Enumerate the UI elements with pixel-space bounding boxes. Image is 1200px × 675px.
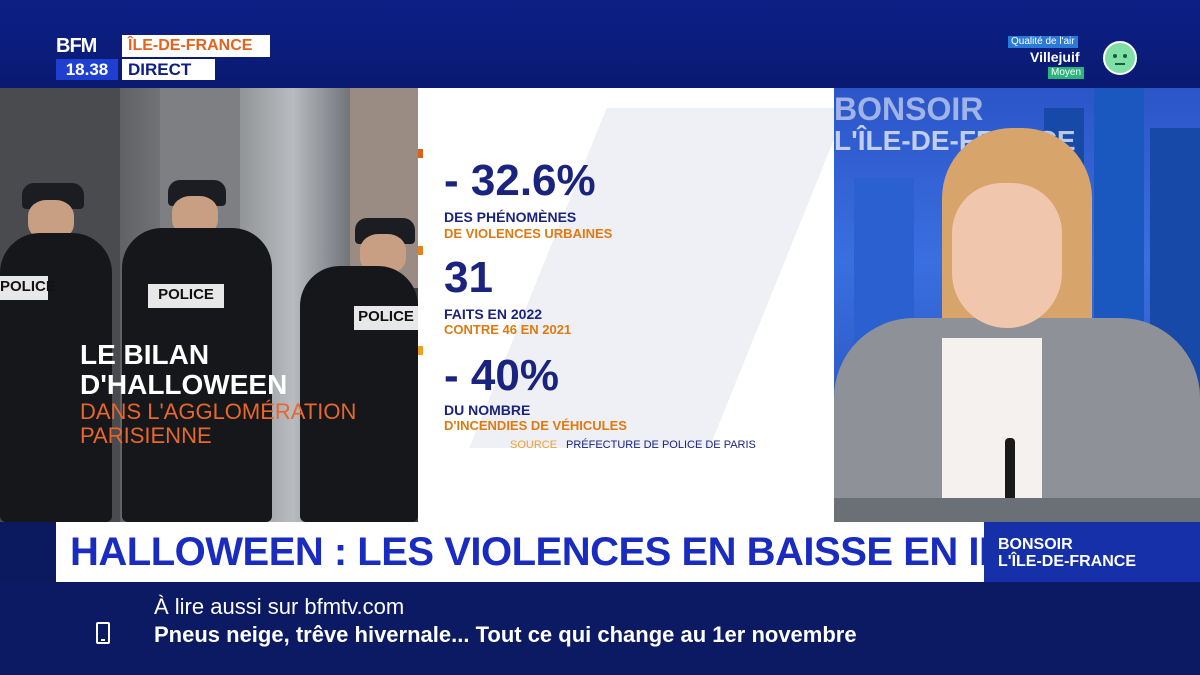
infographic-panel: - 32.6% DES PHÉNOMÈNES DE VIOLENCES URBA… xyxy=(418,88,834,522)
police-patch: POLICE xyxy=(148,284,224,308)
stat-sublabel: D'INCENDIES DE VÉHICULES xyxy=(444,418,627,433)
presenter-face xyxy=(952,183,1062,328)
stat-marker xyxy=(418,346,423,355)
police-photo: POLICE POLICE POLICE xyxy=(0,88,418,522)
show-name-line1: BONSOIR xyxy=(998,536,1073,553)
region-tag: ÎLE-DE-FRANCE xyxy=(122,35,270,57)
headline: HALLOWEEN : LES VIOLENCES EN BAISSE EN I… xyxy=(70,530,1032,574)
stat-value: - 40% xyxy=(444,351,559,400)
stat-sublabel: DE VIOLENCES URBAINES xyxy=(444,226,613,241)
stat-value: - 32.6% xyxy=(444,156,596,205)
news-desk xyxy=(834,498,1200,522)
police-patch: POLICE xyxy=(354,306,418,330)
stat-marker xyxy=(418,246,423,255)
stat-label: DES PHÉNOMÈNES xyxy=(444,209,577,225)
source-key: SOURCE xyxy=(510,439,558,451)
presenter-shirt xyxy=(942,338,1042,522)
stat-label: FAITS EN 2022 xyxy=(444,306,543,322)
bfm-logo: BFM xyxy=(56,35,97,57)
show-name-line2: L'ÎLE-DE-FRANCE xyxy=(998,553,1137,570)
source-value: PRÉFECTURE DE POLICE DE PARIS xyxy=(566,439,756,451)
bilan-title-line1: LE BILAN xyxy=(80,339,210,370)
studio-backdrop-text: BONSOIR xyxy=(834,91,984,127)
air-quality-label: Qualité de l'air xyxy=(1008,36,1078,48)
microphone xyxy=(1005,438,1015,522)
police-patch: POLICE xyxy=(0,276,56,300)
headline-bar xyxy=(56,522,984,582)
neutral-face-icon xyxy=(1103,41,1137,75)
bilan-subtitle-line1: DANS L'AGGLOMÉRATION xyxy=(80,399,357,424)
phone-icon xyxy=(96,622,110,644)
stat-label: DU NOMBRE xyxy=(444,402,531,418)
stat-value: 31 xyxy=(444,253,493,302)
air-quality-level: Moyen xyxy=(1048,67,1085,79)
clock: 18.38 xyxy=(56,59,118,80)
air-quality-city: Villejuif xyxy=(1030,49,1080,65)
ticker-kicker: À lire aussi sur bfmtv.com xyxy=(154,594,405,619)
bilan-title: LE BILAN D'HALLOWEEN xyxy=(80,340,360,400)
news-ticker xyxy=(0,582,1200,675)
bilan-title-line2: D'HALLOWEEN xyxy=(80,369,288,400)
show-tag xyxy=(984,522,1200,582)
bilan-subtitle: DANS L'AGGLOMÉRATION PARISIENNE xyxy=(80,400,400,448)
bilan-subtitle-line2: PARISIENNE xyxy=(80,423,212,448)
stat-sublabel: CONTRE 46 EN 2021 xyxy=(444,322,572,337)
ticker-text: Pneus neige, trêve hivernale... Tout ce … xyxy=(154,622,857,647)
studio-shot: BONSOIR L'ÎLE-DE-FRANCE xyxy=(834,88,1200,522)
stat-marker xyxy=(418,149,423,158)
live-tag: DIRECT xyxy=(122,59,215,80)
